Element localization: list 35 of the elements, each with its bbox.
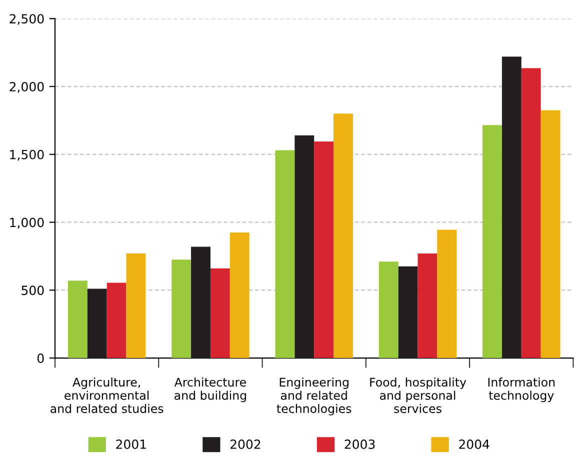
bar bbox=[482, 125, 502, 358]
bar bbox=[521, 68, 541, 358]
bar bbox=[172, 260, 192, 358]
y-tick-label: 2,000 bbox=[10, 82, 44, 93]
bar bbox=[418, 254, 438, 358]
bar bbox=[378, 262, 398, 358]
bar bbox=[68, 280, 88, 358]
legend-label: 2003 bbox=[344, 440, 375, 449]
y-tick-label: 0 bbox=[37, 354, 44, 363]
bar bbox=[126, 254, 146, 358]
bar bbox=[106, 282, 126, 358]
bar bbox=[437, 230, 457, 358]
x-tick-label: Information technology bbox=[488, 377, 555, 402]
y-tick-label: 2,500 bbox=[10, 14, 44, 25]
legend-label: 2001 bbox=[116, 440, 146, 449]
y-tick-label: 1,000 bbox=[10, 218, 44, 228]
x-tick-label: Architecture and building bbox=[174, 377, 246, 402]
x-tick-label: Agriculture, environmental and related studies bbox=[50, 377, 164, 414]
bar bbox=[87, 288, 107, 358]
legend-label: 2002 bbox=[230, 440, 260, 449]
x-tick-label: Engineering and related technologies bbox=[276, 377, 352, 416]
bar bbox=[398, 266, 418, 358]
bar bbox=[210, 268, 230, 358]
bar bbox=[540, 110, 560, 358]
bar bbox=[191, 246, 210, 358]
y-tick-label: 500 bbox=[22, 286, 44, 296]
bar bbox=[230, 232, 250, 358]
x-tick-label: Food, hospitality and personal services bbox=[370, 377, 466, 414]
bar bbox=[502, 56, 522, 358]
bar bbox=[314, 141, 334, 358]
y-tick-label: 1,500 bbox=[10, 150, 44, 161]
bar bbox=[275, 150, 295, 358]
bar bbox=[334, 114, 353, 358]
legend-label: 2004 bbox=[459, 440, 490, 449]
bar bbox=[294, 135, 314, 358]
